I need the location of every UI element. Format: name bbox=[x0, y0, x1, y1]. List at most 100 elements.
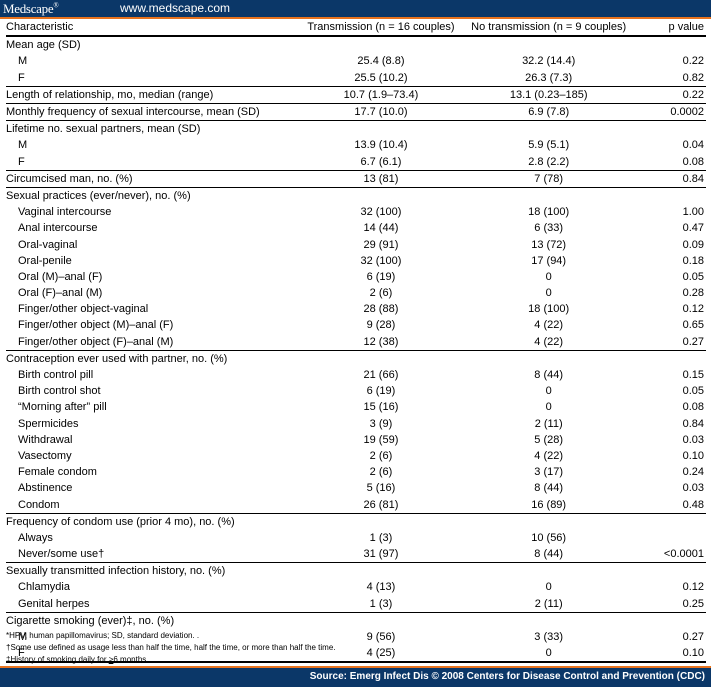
table-row: Birth control shot 6 (19) 0 0.05 bbox=[6, 383, 706, 399]
cell-p-value: 0.09 bbox=[682, 238, 704, 251]
cell-transmission: 2 (6) bbox=[369, 466, 393, 479]
cell-transmission bbox=[303, 120, 458, 138]
cell-transmission: 13 (81) bbox=[303, 169, 458, 188]
table-row: Chlamydia 4 (13) 0 0.12 bbox=[6, 579, 706, 595]
cell-no-transmission: 18 (100) bbox=[528, 303, 570, 316]
cell-no-transmission bbox=[457, 120, 640, 138]
cell-no-transmission: 26.3 (7.3) bbox=[525, 71, 573, 84]
data-table: Characteristic Transmission (n = 16 coup… bbox=[6, 19, 706, 664]
cell-transmission: 26 (81) bbox=[363, 498, 399, 511]
cell-p-value: 0.65 bbox=[682, 319, 704, 332]
cell-transmission bbox=[303, 512, 458, 530]
footnote-dagger: †Some use defined as usage less than hal… bbox=[6, 643, 336, 652]
cell-no-transmission bbox=[457, 349, 640, 367]
cell-transmission: 25.5 (10.2) bbox=[354, 71, 408, 84]
cell-no-transmission: 0 bbox=[545, 581, 552, 594]
cell-characteristic: F bbox=[18, 71, 25, 84]
cell-p-value: 0.22 bbox=[682, 55, 704, 68]
footer-bar: Source: Emerg Infect Dis © 2008 Centers … bbox=[0, 666, 711, 687]
cell-transmission bbox=[303, 562, 458, 580]
cell-transmission: 2 (6) bbox=[369, 449, 393, 462]
cell-p-value: 0.10 bbox=[639, 645, 706, 664]
table-group-row: Sexually transmitted infection history, … bbox=[6, 562, 706, 580]
cell-characteristic: Finger/other object (M)–anal (F) bbox=[18, 319, 174, 332]
cell-transmission: 6 (19) bbox=[366, 385, 396, 398]
cell-characteristic: Anal intercourse bbox=[18, 222, 98, 235]
cell-no-transmission: 2 (11) bbox=[534, 417, 563, 430]
cell-no-transmission: 18 (100) bbox=[528, 206, 570, 219]
cell-no-transmission: 0 bbox=[545, 401, 552, 414]
cell-characteristic: Oral (M)–anal (F) bbox=[18, 270, 103, 283]
cell-characteristic: Condom bbox=[18, 498, 60, 511]
cell-p-value: 0.47 bbox=[682, 222, 704, 235]
table-row: Oral-vaginal 29 (91) 13 (72) 0.09 bbox=[6, 236, 706, 252]
table-row: M 13.9 (10.4) 5.9 (5.1) 0.04 bbox=[6, 137, 706, 153]
cell-p-value: 0.48 bbox=[682, 498, 704, 511]
table-body: Mean age (SD) M 25.4 (8.8) 32.2 (14.4) 0.22 F… bbox=[6, 36, 706, 664]
cell-p-value bbox=[639, 120, 706, 138]
table-row: Condom 26 (81) 16 (89) 0.48 bbox=[6, 496, 706, 513]
table-row: M 9 (56) 3 (33) 0.27 bbox=[6, 629, 706, 645]
cell-characteristic: Circumcised man, no. (%) bbox=[6, 169, 304, 188]
cell-p-value: 0.0002 bbox=[639, 102, 706, 121]
cell-characteristic: Oral-penile bbox=[18, 254, 72, 267]
cell-no-transmission bbox=[457, 611, 640, 629]
cell-characteristic: Finger/other object (F)–anal (M) bbox=[18, 335, 174, 348]
cell-no-transmission: 8 (44) bbox=[534, 548, 564, 561]
cell-no-transmission: 7 (78) bbox=[457, 169, 640, 188]
cell-no-transmission: 5.9 (5.1) bbox=[528, 139, 570, 152]
table-group-row: Mean age (SD) bbox=[6, 36, 706, 53]
cell-characteristic: Birth control shot bbox=[18, 385, 101, 398]
cell-characteristic: Contraception ever used with partner, no… bbox=[6, 349, 304, 367]
cell-no-transmission: 13.1 (0.23–185) bbox=[457, 85, 640, 104]
cell-transmission: 28 (88) bbox=[363, 303, 399, 316]
cell-p-value: 0.82 bbox=[682, 71, 704, 84]
cell-transmission: 25.4 (8.8) bbox=[357, 55, 405, 68]
cell-transmission: 6.7 (6.1) bbox=[360, 155, 402, 168]
cell-transmission: 1 (3) bbox=[369, 531, 393, 544]
cell-characteristic: Vasectomy bbox=[18, 449, 72, 462]
table-group-row: Contraception ever used with partner, no… bbox=[6, 349, 706, 367]
cell-no-transmission: 6.9 (7.8) bbox=[457, 102, 640, 121]
cell-no-transmission: 4 (22) bbox=[534, 319, 564, 332]
table-row: Abstinence 5 (16) 8 (44) 0.03 bbox=[6, 480, 706, 496]
cell-p-value: 0.05 bbox=[682, 270, 704, 283]
cell-characteristic: M bbox=[18, 631, 28, 644]
cell-p-value: 0.12 bbox=[682, 303, 704, 316]
cell-transmission: 29 (91) bbox=[363, 238, 399, 251]
cell-no-transmission bbox=[457, 512, 640, 530]
cell-transmission: 21 (66) bbox=[363, 369, 399, 382]
cell-no-transmission bbox=[457, 562, 640, 580]
cell-characteristic: Sexual practices (ever/never), no. (%) bbox=[6, 186, 304, 205]
footnote-abbrev: *HPV, human papillomavirus; SD, standard… bbox=[6, 631, 200, 640]
cell-p-value: 0.10 bbox=[682, 449, 704, 462]
footnotes: *HPV, human papillomavirus; SD, standard… bbox=[6, 630, 336, 666]
cell-characteristic: Withdrawal bbox=[18, 433, 73, 446]
cell-transmission: 19 (59) bbox=[363, 433, 399, 446]
cell-characteristic: Cigarette smoking (ever)‡, no. (%) bbox=[6, 611, 304, 629]
cell-characteristic: Birth control pill bbox=[18, 369, 94, 382]
cell-transmission bbox=[303, 186, 458, 205]
cell-no-transmission: 10 (56) bbox=[531, 531, 567, 544]
cell-p-value: 0.84 bbox=[682, 417, 704, 430]
cell-no-transmission: 6 (33) bbox=[534, 222, 564, 235]
cell-p-value bbox=[639, 512, 706, 530]
cell-characteristic: Sexually transmitted infection history, … bbox=[6, 562, 304, 580]
table-row: Never/some use† 31 (97) 8 (44) <0.0001 bbox=[6, 546, 706, 563]
cell-characteristic: Frequency of condom use (prior 4 mo), no… bbox=[6, 512, 304, 530]
col-p-value: p value bbox=[639, 19, 706, 38]
cell-p-value: 0.22 bbox=[639, 85, 706, 104]
table-row: Finger/other object-vaginal 28 (88) 18 (10… bbox=[6, 301, 706, 317]
cell-no-transmission: 2.8 (2.2) bbox=[528, 155, 570, 168]
cell-characteristic: Female condom bbox=[18, 466, 97, 479]
cell-characteristic: Vaginal intercourse bbox=[18, 206, 112, 219]
cell-no-transmission: 32.2 (14.4) bbox=[522, 55, 576, 68]
source-credit: Source: Emerg Infect Dis © 2008 Centers … bbox=[309, 671, 705, 682]
cell-transmission: 6 (19) bbox=[366, 270, 396, 283]
cell-p-value bbox=[639, 349, 706, 367]
cell-transmission: 4 (25) bbox=[303, 645, 458, 664]
cell-no-transmission: 17 (94) bbox=[531, 254, 567, 267]
cell-transmission: 15 (16) bbox=[363, 401, 399, 414]
table-row: Anal intercourse 14 (44) 6 (33) 0.47 bbox=[6, 220, 706, 236]
